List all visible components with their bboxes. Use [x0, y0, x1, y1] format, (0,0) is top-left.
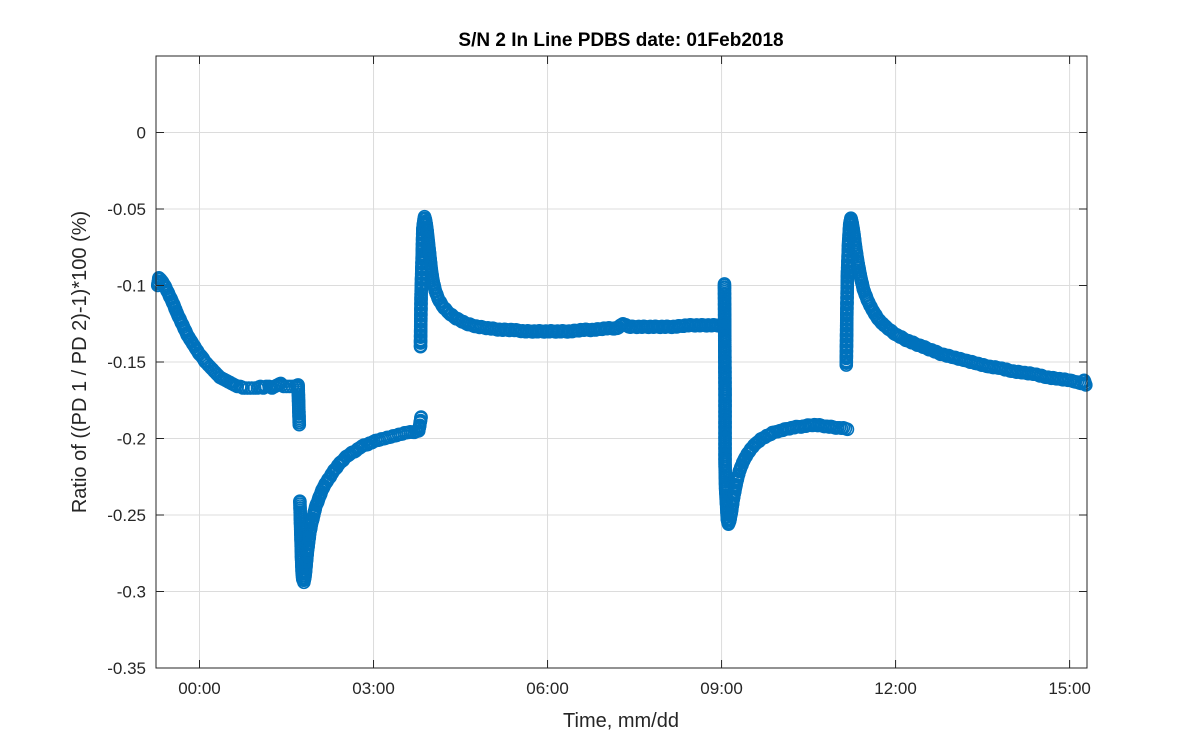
x-tick-label: 03:00 — [352, 679, 395, 698]
data-point — [1079, 378, 1093, 392]
x-tick-label: 06:00 — [526, 679, 569, 698]
y-tick-label: -0.15 — [107, 353, 146, 372]
y-tick-label: -0.25 — [107, 506, 146, 525]
data-point — [414, 410, 428, 424]
data-point — [292, 417, 307, 432]
y-tick-label: -0.2 — [117, 430, 146, 449]
y-tick-label: -0.05 — [107, 200, 146, 219]
y-tick-label: 0 — [137, 124, 146, 143]
x-tick-label: 12:00 — [874, 679, 917, 698]
x-tick-label: 15:00 — [1048, 679, 1091, 698]
y-tick-label: -0.35 — [107, 659, 146, 678]
chart-title: S/N 2 In Line PDBS date: 01Feb2018 — [458, 30, 783, 51]
x-axis-label: Time, mm/dd — [563, 710, 679, 732]
y-axis-label: Ratio of ((PD 1 / PD 2)-1)*100 (%) — [69, 211, 91, 513]
data-point — [840, 422, 855, 437]
x-tick-label: 00:00 — [178, 679, 221, 698]
ticks: 00:00 03:00 06:00 09:00 12:00 15:00 0 -0.05 -0.1… — [107, 56, 1091, 698]
y-tick-label: -0.1 — [117, 277, 146, 296]
y-tick-label: -0.3 — [117, 583, 146, 602]
x-tick-label: 09:00 — [700, 679, 743, 698]
data-points — [150, 209, 1093, 590]
